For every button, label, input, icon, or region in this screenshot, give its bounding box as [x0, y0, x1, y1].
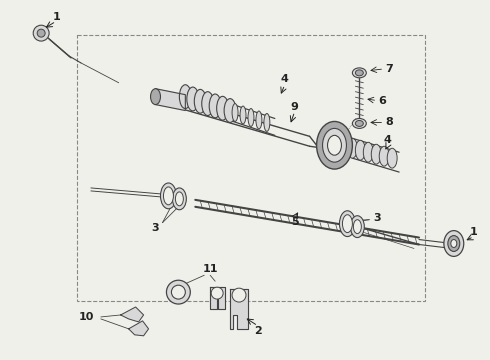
- Ellipse shape: [240, 106, 246, 124]
- Ellipse shape: [167, 280, 190, 304]
- Text: 6: 6: [378, 96, 386, 105]
- Ellipse shape: [322, 129, 346, 162]
- Ellipse shape: [232, 288, 246, 302]
- Ellipse shape: [343, 215, 352, 233]
- Ellipse shape: [209, 94, 221, 118]
- Text: 4: 4: [383, 135, 391, 145]
- Ellipse shape: [371, 144, 381, 164]
- Ellipse shape: [195, 89, 206, 113]
- Ellipse shape: [448, 235, 460, 251]
- Ellipse shape: [350, 216, 365, 238]
- Ellipse shape: [317, 121, 352, 169]
- Ellipse shape: [451, 239, 457, 247]
- Text: 10: 10: [78, 312, 94, 322]
- Ellipse shape: [248, 109, 254, 126]
- Ellipse shape: [217, 96, 229, 120]
- Ellipse shape: [387, 148, 397, 168]
- Ellipse shape: [224, 99, 236, 122]
- Ellipse shape: [363, 142, 373, 162]
- Ellipse shape: [172, 285, 185, 299]
- Text: 11: 11: [202, 264, 218, 274]
- Polygon shape: [121, 307, 144, 322]
- Ellipse shape: [347, 138, 357, 158]
- Ellipse shape: [172, 188, 186, 210]
- Text: 9: 9: [291, 102, 298, 112]
- Ellipse shape: [232, 104, 238, 121]
- Ellipse shape: [256, 111, 262, 129]
- Ellipse shape: [179, 85, 191, 109]
- Ellipse shape: [355, 70, 363, 76]
- Ellipse shape: [37, 29, 45, 37]
- Ellipse shape: [353, 220, 361, 234]
- Ellipse shape: [355, 140, 366, 160]
- Ellipse shape: [327, 135, 342, 155]
- Text: 7: 7: [385, 64, 393, 74]
- Ellipse shape: [340, 211, 355, 237]
- Bar: [77, 35, 425, 301]
- Text: 8: 8: [385, 117, 393, 127]
- Text: 3: 3: [373, 213, 381, 223]
- Ellipse shape: [264, 113, 270, 131]
- Polygon shape: [210, 287, 225, 309]
- Ellipse shape: [352, 68, 367, 78]
- Ellipse shape: [211, 287, 223, 299]
- Text: 5: 5: [291, 217, 298, 227]
- Text: 1: 1: [470, 226, 478, 237]
- Polygon shape: [230, 289, 248, 329]
- Ellipse shape: [202, 92, 214, 116]
- Ellipse shape: [187, 87, 199, 111]
- Polygon shape: [129, 321, 148, 336]
- Ellipse shape: [355, 121, 363, 126]
- Text: 4: 4: [281, 74, 289, 84]
- Text: 1: 1: [52, 12, 60, 22]
- Text: 3: 3: [152, 222, 159, 233]
- Ellipse shape: [444, 231, 464, 256]
- Ellipse shape: [150, 89, 161, 105]
- Polygon shape: [155, 89, 185, 111]
- Ellipse shape: [379, 146, 389, 166]
- Ellipse shape: [164, 187, 173, 205]
- Ellipse shape: [352, 118, 367, 129]
- Ellipse shape: [175, 192, 183, 206]
- Text: 2: 2: [254, 326, 262, 336]
- Ellipse shape: [161, 183, 176, 209]
- Ellipse shape: [33, 25, 49, 41]
